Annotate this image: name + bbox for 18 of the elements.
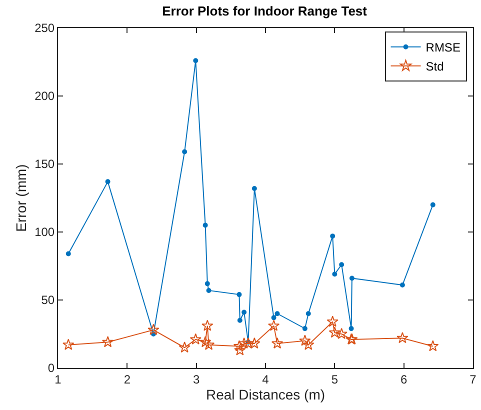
x-tick-label: 6 [400, 372, 408, 386]
y-axis-title: Error (mm) [13, 164, 30, 232]
x-tick-label: 4 [262, 372, 270, 386]
x-tick-label: 3 [192, 372, 200, 386]
x-tick-label: 2 [124, 372, 131, 386]
x-tick-label: 7 [470, 372, 477, 386]
y-tick-label: 250 [34, 21, 55, 36]
y-tick-label: 200 [34, 89, 55, 104]
y-tick-label: 150 [34, 157, 55, 172]
legend-label: RMSE [426, 40, 460, 55]
chart-title: Error Plots for Indoor Range Test [162, 3, 368, 18]
y-tick-label: 0 [48, 361, 55, 376]
x-tick-label: 1 [54, 372, 62, 386]
x-tick-label: 5 [331, 372, 338, 386]
legend-label: Std [426, 60, 444, 74]
y-tick-label: 50 [41, 293, 55, 308]
y-tick-label: 100 [34, 225, 55, 240]
x-axis-title: Real Distances (m) [206, 386, 326, 403]
